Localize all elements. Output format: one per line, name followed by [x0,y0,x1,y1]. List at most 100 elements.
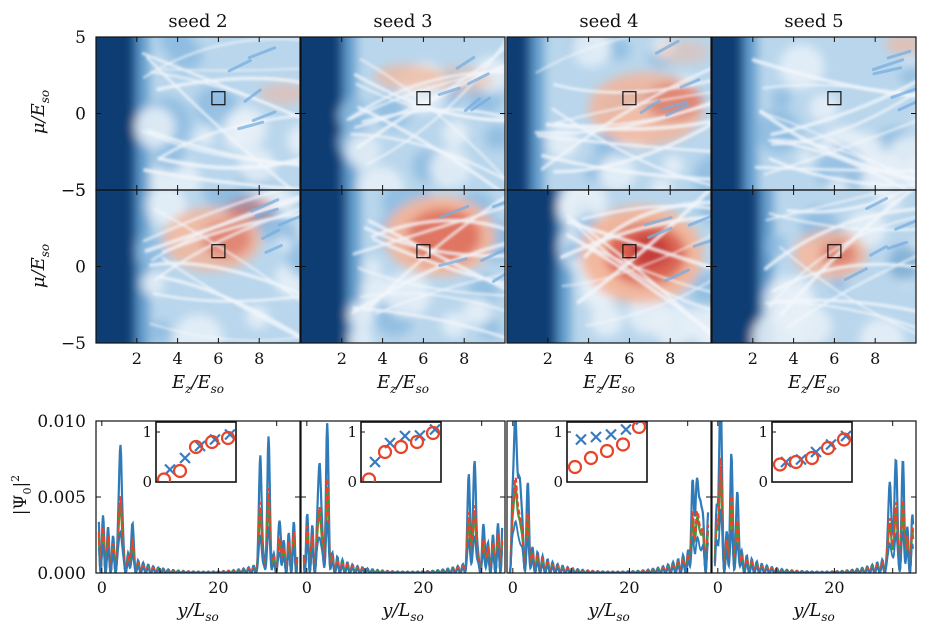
inset-o-marker [361,472,377,482]
gap-closing-streak [439,204,470,219]
band-streak [367,219,505,291]
band-streak [583,200,711,259]
heatmap-panel-5-row-2 [712,190,916,343]
band-streak [144,196,300,253]
gap-closing-streak [654,39,680,55]
band-streak [156,76,300,92]
band-streak [535,37,632,74]
heatmap-blob [779,44,825,90]
svg-text:μ/Eso: μ/Eso [28,244,52,288]
inset-o-marker [820,440,836,456]
parameter-marker [827,244,842,259]
inset-o-marker [804,450,820,466]
band-streak [142,190,284,243]
inset-plot [361,423,441,482]
band-streak [554,91,711,124]
gap-closing-streak [250,198,280,213]
gap-closings [871,49,916,112]
gap-closing-streak [264,244,283,254]
inset-o-marker [772,457,788,472]
inset-o-marker [788,454,804,470]
heatmap-panel-4-row-1 [507,37,711,190]
heatmap-blob [173,314,224,343]
band-streak [759,109,916,182]
inset-x-marker [369,456,381,468]
inset-o-marker [425,425,441,441]
heatmap-blob [442,119,470,147]
heatmap-blob [766,235,787,256]
heat-xtick-label: 8 [870,349,880,368]
gap-closing-streak [872,66,903,76]
band-streak [161,212,300,254]
gap-closing-streak [665,103,690,117]
inset-x-marker [414,429,426,442]
gap-closing-streak [679,78,701,89]
gap-closing-streak [886,240,908,250]
transition-band [529,37,544,190]
inset-x-marker [209,433,221,446]
band-streak [154,207,300,281]
gap-closing-streak [254,207,279,218]
wave-xtick-label: 0 [302,578,312,597]
band-streak [786,255,916,329]
gap-region [712,37,745,190]
band-streak [147,129,300,167]
gap-closing-streak [663,268,691,283]
gap-closing-streak [492,272,505,283]
heatmap-panel-2-row-2 [96,190,300,343]
inset-o-marker [204,434,220,450]
heat-xtick-label: 8 [459,349,469,368]
band-streak [768,157,916,188]
gap-closing-streak [865,196,889,211]
inset-seed-3: 10 [347,421,442,491]
ez-label-2: Ez/Eso [376,372,429,396]
heat-ytick-label-bottom: −5 [61,334,86,354]
heatmap-blob [809,93,839,123]
psi-label: |Ψ0|2 [9,475,34,515]
heat-xtick-label: 2 [132,349,142,368]
gap-region [507,190,558,343]
heat-ytick-label-top: 0 [75,105,86,125]
topological-region [885,37,916,54]
band-streak [352,306,505,340]
parameter-marker [622,91,637,106]
heatmap-blobs [301,37,505,190]
series-blue-line [713,421,915,573]
transition-band [742,37,757,190]
inset-plot [567,422,647,475]
gap-closings [438,200,505,283]
gap-closings [250,198,300,254]
gap-closing-streak [438,257,468,268]
band-streak [579,241,711,293]
col-title-seed-4: seed 4 [579,11,638,32]
band-streak [768,216,916,308]
heatmap-blob [484,124,505,150]
heat-xtick-label: 8 [254,349,264,368]
inset-o-marker [188,439,204,455]
inset-o-marker [377,444,393,460]
heat-xtick-label: 6 [624,349,634,368]
inset-ytick-label: 0 [142,473,152,491]
inset-seed-5: 10 [758,421,853,491]
y-label-2: y/Lso [381,600,424,624]
inset-x-marker [620,423,632,436]
band-streak [154,208,300,302]
heatmap-axes: 50−50−5−52 4 6 8 2 4 6 8 2 4 6 8 2 4 6 8 [61,28,917,368]
heatmap-blob [652,303,696,343]
ez-label-4: Ez/Eso [787,372,840,396]
inset-o-marker [599,443,615,459]
band-streak [363,226,505,258]
wave-ytick-label: 0.010 [37,412,86,432]
gap-closings [437,56,492,113]
inset-x-marker [635,422,641,426]
heatmap-blob [859,318,905,343]
topological-region [655,40,709,65]
heatmap-blob [286,239,300,277]
y-label-1: y/Lso [176,600,219,624]
heatmap-blob [346,133,381,168]
mu-label-main: μ/E [28,103,49,134]
